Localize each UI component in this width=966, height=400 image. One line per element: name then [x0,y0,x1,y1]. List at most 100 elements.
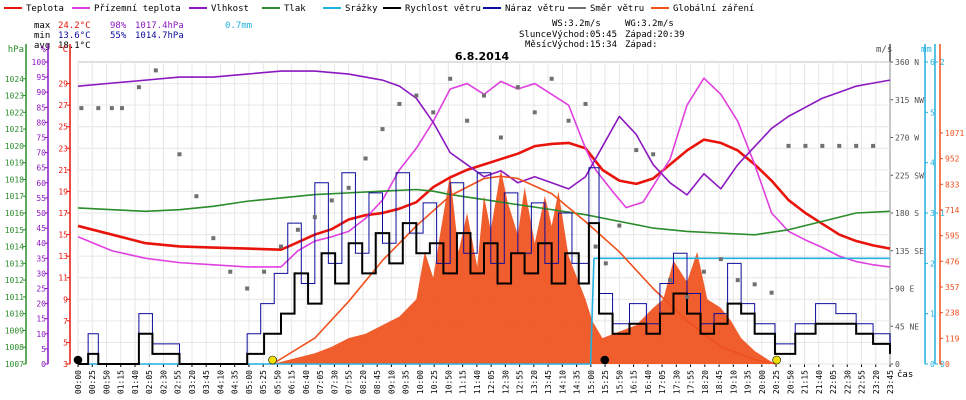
x-tick-label: 00:25 [88,370,97,394]
x-tick-label: 12:55 [516,370,525,394]
marker-moon [73,355,83,365]
humidity-tick-label: 45 [36,224,46,233]
wind-direction-point [583,101,588,106]
x-tick-label: 02:30 [159,370,168,394]
info-sun-rise: Východ:05:45 [552,30,617,40]
x-tick-label: 09:10 [387,370,396,394]
pressure-tick-label: 1023 [5,92,24,101]
wind_direction-tick-label: 315 NW [895,96,924,105]
wind-direction-point [109,106,114,111]
rain-tick-label: 2 [940,58,945,67]
temperature-tick-label: 5 [63,338,68,347]
info-sun-set: Západ:20:39 [625,30,685,40]
temperature-tick-label: 7 [63,317,68,326]
x-tick-label: 20:50 [786,370,795,394]
radiation-tick-label: 476 [945,257,960,266]
stat-max-hum: 98% [110,21,127,31]
humidity-tick-label: 95 [36,73,46,82]
pressure-tick-label: 1011 [5,293,24,302]
radiation-tick-label: 238 [945,309,960,318]
wind-direction-point [701,269,706,274]
pressure-tick-label: 1024 [5,75,24,84]
radiation-tick-label: 1071 [945,129,964,138]
temperature-tick-label: 27 [58,101,68,110]
x-tick-label: 04:35 [231,370,240,394]
x-tick-label: 00:00 [74,370,83,394]
wind-direction-point [854,143,859,148]
x-tick-label: 06:15 [288,370,297,394]
wind_direction-tick-label: 360 N [895,58,919,67]
x-tick-label: 08:20 [359,370,368,394]
humidity-tick-label: 25 [36,285,46,294]
stat-avg-label: avg [34,41,50,51]
pressure-tick-label: 1008 [5,343,24,352]
wind-direction-point [603,261,608,266]
wind-direction-point [515,85,520,90]
humidity-tick-label: 20 [36,300,46,309]
marker-moonrise [600,355,610,365]
wind-direction-point [482,93,486,98]
stat-max-press: 1017.4hPa [135,21,184,31]
wind-direction-point [96,106,101,111]
humidity-tick-label: 40 [36,239,46,248]
wind_speed-tick-label: 3 [930,209,935,218]
x-tick-label: 13:45 [544,370,553,394]
pressure-tick-label: 1012 [5,276,24,285]
info-panel: WS:3.2m/s WG:3.2m/s Slunce Východ:05:45 … [519,19,685,50]
wind_speed-tick-label: 1 [930,310,935,319]
pressure-tick-label: 1014 [5,243,24,252]
legend-label: Směr větru [590,4,644,14]
x-tick-label: 01:15 [117,370,126,394]
x-tick-label: 10:25 [430,370,439,394]
pressure-tick-label: 1018 [5,175,24,184]
temperature-tick-label: 11 [58,274,68,283]
pressure-axis-label: hPa [8,45,24,55]
x-tick-label: 05:50 [273,370,282,394]
temperature-tick-label: 23 [58,144,68,153]
wind-direction-point [448,76,453,81]
humidity-tick-label: 90 [36,88,46,97]
wind-direction-point [803,143,808,148]
x-tick-label: 20:25 [772,370,781,394]
x-tick-label: 18:45 [715,370,724,394]
x-tick-label: 11:15 [459,370,468,394]
wind-direction-point [380,127,385,132]
x-tick-label: 23:45 [886,370,895,394]
wind-direction-point [593,244,598,249]
humidity-tick-label: 0 [41,360,46,369]
humidity-tick-label: 10 [36,330,46,339]
wind_direction-tick-label: 0 [895,360,900,369]
wind_direction-tick-label: 180 S [895,209,919,218]
legend-label: Tlak [284,4,306,14]
humidity-tick-label: 30 [36,269,46,278]
pressure-tick-label: 1016 [5,209,24,218]
wind-speed-line [78,222,891,365]
wind_speed-tick-label: 2 [930,259,935,268]
temperature-tick-label: 3 [63,360,68,369]
wind-direction-point [465,118,470,123]
stat-max-rain: 0.7mm [225,21,252,31]
radiation-tick-label: 952 [945,155,960,164]
x-tick-label: 10:00 [416,370,425,394]
pressure-tick-label: 1022 [5,108,24,117]
series-line-tlak [77,188,891,236]
wind-direction-point [414,93,419,98]
x-tick-label: 15:25 [601,370,610,394]
x-tick-label: 01:40 [131,370,140,394]
legend-label: Náraz větru [505,4,565,14]
radiation-tick-label: 119 [945,334,960,343]
wind-direction-point [786,143,791,148]
wind_direction-tick-label: 45 NE [895,322,919,331]
wind-direction-point [668,278,673,283]
wind-direction-point [211,236,216,241]
x-tick-label: 12:05 [487,370,496,394]
x-tick-label: 05:00 [245,370,254,394]
wind-direction-point [617,223,622,228]
stat-max-temp: 24.2°C [58,21,91,31]
wind-direction-point [566,118,571,123]
humidity-tick-label: 85 [36,103,46,112]
temperature-tick-label: 9 [63,295,68,304]
info-moon-rise: Východ:15:34 [552,40,617,50]
pressure-tick-label: 1017 [5,192,24,201]
wind-direction-point [177,152,182,157]
